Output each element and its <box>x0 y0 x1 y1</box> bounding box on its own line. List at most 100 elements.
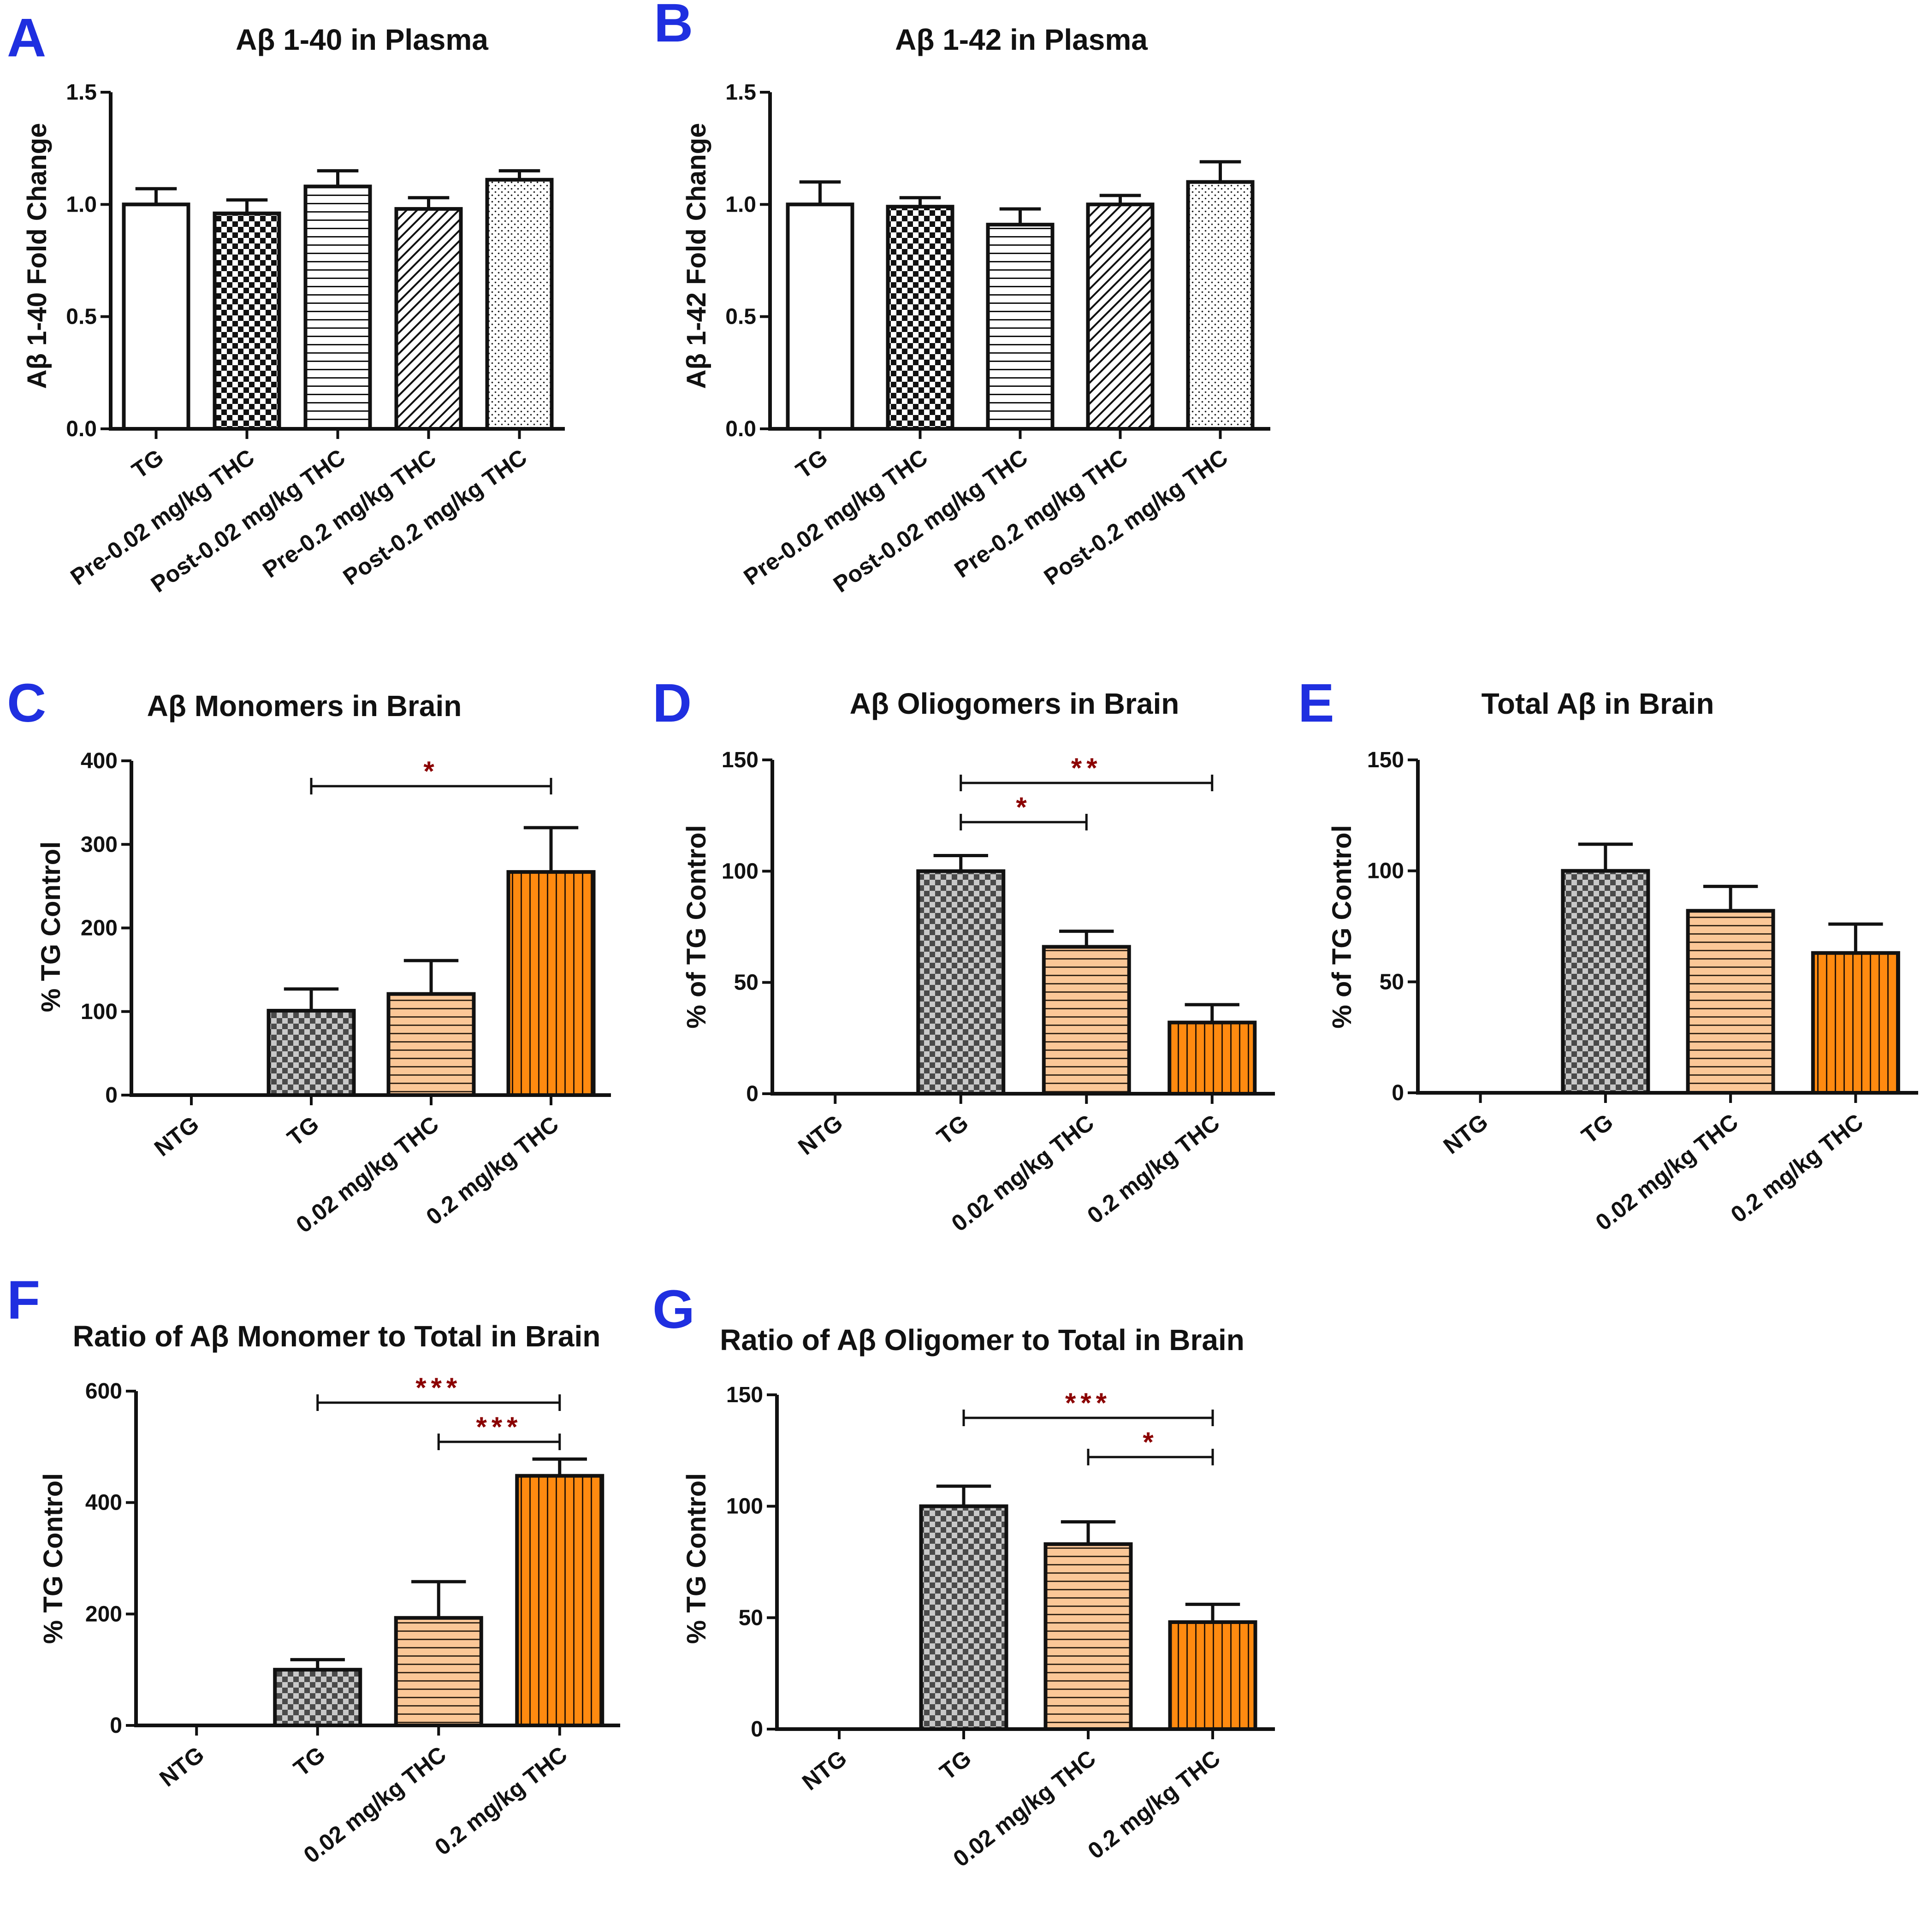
y-tick-label: 50 <box>734 971 759 995</box>
x-tick-label: Post-0.2 mg/kg THC <box>1039 444 1233 590</box>
y-tick-label: 1.5 <box>66 80 97 105</box>
significance-stars: *** <box>476 1411 522 1442</box>
x-tick-label: Pre-0.02 mg/kg THC <box>739 444 932 590</box>
panel-b-title: Aβ 1-42 in Plasma <box>895 23 1148 56</box>
y-tick-label: 150 <box>1367 748 1404 772</box>
x-tick-label: NTG <box>797 1745 852 1796</box>
bar <box>485 178 554 431</box>
x-tick-label: 0.2 mg/kg THC <box>430 1742 572 1861</box>
panel-g-title: Ratio of Aβ Oligomer to Total in Brain <box>720 1323 1245 1357</box>
y-tick-label: 400 <box>85 1491 122 1515</box>
bar <box>986 223 1055 431</box>
panel-g: G Ratio of Aβ Oligomer to Total in Brain… <box>652 1279 1275 1872</box>
panel-e-ylabel: % of TG Control <box>1327 825 1357 1028</box>
panel-d-ylabel: % of TG Control <box>682 825 711 1028</box>
y-tick-label: 200 <box>81 916 118 941</box>
panel-letter-b: B <box>654 0 693 53</box>
panel-letter-d: D <box>652 673 692 734</box>
significance-stars: * <box>423 756 439 787</box>
x-tick-label: 0.2 mg/kg THC <box>1726 1109 1868 1228</box>
x-tick-label: TG <box>932 1110 973 1150</box>
y-tick-label: 400 <box>81 749 118 773</box>
y-tick-label: 0.0 <box>725 417 756 441</box>
panel-letter-f: F <box>7 1270 40 1331</box>
panel-a-title: Aβ 1-40 in Plasma <box>236 23 488 56</box>
x-tick-label: NTG <box>154 1742 209 1792</box>
y-tick-label: 100 <box>726 1494 763 1519</box>
panel-f-title: Ratio of Aβ Monomer to Total in Brain <box>73 1320 601 1353</box>
panel-c: C Aβ Monomers in Brain % TG Control 0 100… <box>7 673 611 1238</box>
bar <box>919 1504 1008 1731</box>
y-tick-label: 1.0 <box>66 192 97 217</box>
x-tick-label: NTG <box>149 1111 204 1161</box>
panel-letter-a: A <box>7 7 46 68</box>
y-tick-label: 200 <box>85 1602 122 1626</box>
bar <box>506 870 596 1097</box>
y-tick-label: 50 <box>739 1606 763 1630</box>
panel-f-ylabel: % TG Control <box>38 1473 68 1644</box>
y-tick-label: 100 <box>1367 859 1404 883</box>
panel-a: A Aβ 1-40 in Plasma Aβ 1-40 Fold Change … <box>7 7 565 598</box>
x-tick-label: TG <box>127 444 168 484</box>
y-tick-label: 150 <box>722 748 759 772</box>
bar <box>786 202 854 431</box>
y-tick-label: 0 <box>110 1713 122 1738</box>
y-tick-label: 1.5 <box>725 80 756 105</box>
bar <box>1186 180 1255 431</box>
x-tick-label: TG <box>935 1745 976 1785</box>
y-tick-label: 600 <box>85 1379 122 1404</box>
bar <box>1811 951 1900 1095</box>
y-tick-label: 0 <box>105 1083 118 1108</box>
significance-stars: ** <box>1071 753 1102 783</box>
y-tick-label: 0.5 <box>725 305 756 329</box>
bar <box>394 1616 483 1728</box>
panel-g-ylabel: % TG Control <box>682 1473 711 1644</box>
y-tick-label: 100 <box>81 1000 118 1024</box>
x-tick-label: 0.2 mg/kg THC <box>1083 1745 1225 1864</box>
panel-letter-e: E <box>1298 673 1334 734</box>
y-tick-label: 0 <box>1392 1081 1404 1105</box>
panel-letter-c: C <box>7 673 46 734</box>
y-tick-label: 150 <box>726 1383 763 1407</box>
panel-c-ylabel: % TG Control <box>36 841 66 1013</box>
significance-stars: *** <box>415 1372 462 1403</box>
bar <box>1167 1020 1257 1096</box>
x-tick-label: NTG <box>793 1110 847 1160</box>
significance-stars: * <box>1016 792 1031 823</box>
y-tick-label: 0.0 <box>66 417 97 441</box>
x-tick-label: 0.2 mg/kg THC <box>1082 1110 1224 1229</box>
bar <box>1561 869 1650 1095</box>
y-tick-label: 0.5 <box>66 305 97 329</box>
panel-d: D Aβ Oliogomers in Brain % of TG Control… <box>652 673 1275 1237</box>
x-tick-label: TG <box>1576 1109 1618 1149</box>
panel-c-title: Aβ Monomers in Brain <box>147 689 462 723</box>
y-tick-label: 100 <box>722 859 759 883</box>
y-tick-label: 0 <box>751 1717 763 1742</box>
panel-d-title: Aβ Oliogomers in Brain <box>850 687 1179 720</box>
bar <box>916 869 1006 1096</box>
panel-f: F Ratio of Aβ Monomer to Total in Brain … <box>7 1270 620 1868</box>
panel-e-title: Total Aβ in Brain <box>1482 687 1714 720</box>
significance-stars: * <box>1143 1427 1158 1458</box>
x-tick-label: TG <box>289 1742 330 1782</box>
bar <box>213 211 281 431</box>
bar <box>122 202 190 431</box>
y-tick-label: 1.0 <box>725 192 756 217</box>
bar <box>886 205 954 431</box>
x-tick-label: NTG <box>1439 1109 1493 1159</box>
y-tick-label: 50 <box>1380 970 1404 994</box>
panel-e: E Total Aβ in Brain % of TG Control 0 50 1… <box>1298 673 1918 1236</box>
x-tick-label: 0.2 mg/kg THC <box>421 1111 563 1230</box>
x-tick-label: TG <box>791 444 832 484</box>
x-tick-label: Pre-0.2 mg/kg THC <box>950 444 1132 583</box>
bar <box>515 1474 604 1728</box>
bar <box>1168 1620 1257 1731</box>
